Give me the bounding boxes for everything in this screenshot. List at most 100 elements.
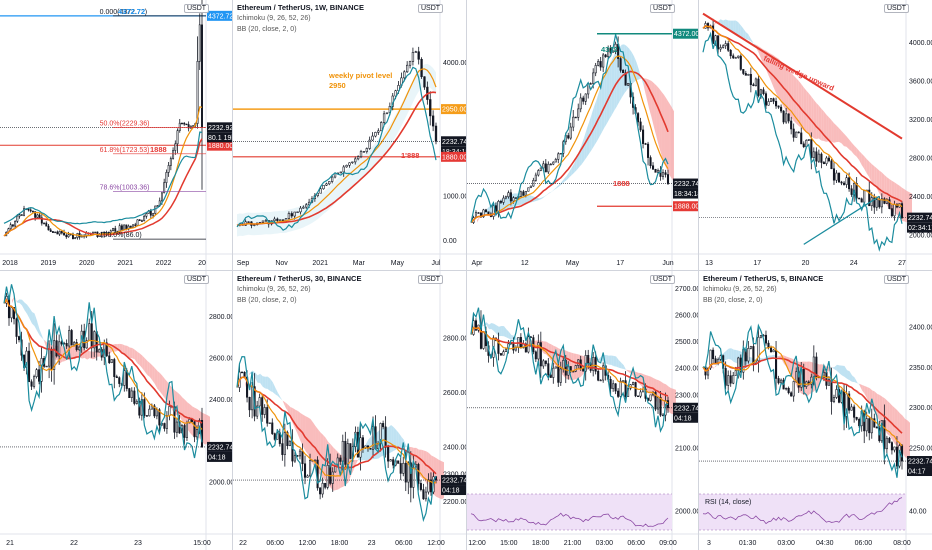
- candle-body: [411, 52, 415, 62]
- candle-body: [873, 197, 876, 208]
- ichimoku-cloud-segment: [297, 410, 301, 441]
- indicator-ichimoku-label[interactable]: Ichimoku (9, 26, 52, 26): [237, 15, 311, 22]
- candle-body: [772, 98, 775, 102]
- ichimoku-cloud-segment: [847, 370, 850, 381]
- ichimoku-cloud-segment: [398, 432, 402, 449]
- x-axis-tick-label: Nov: [275, 260, 288, 267]
- ichimoku-cloud-segment: [300, 413, 303, 447]
- chart-panel-4[interactable]: 4000.00 3600.00 3200.00 2800.00 2400.00 2000.…: [699, 0, 932, 270]
- candle-body: [30, 381, 33, 387]
- y-axis-tick-label: 2500.00: [675, 339, 698, 346]
- candle-body: [594, 357, 597, 372]
- ichimoku-lagging-line: [470, 307, 669, 433]
- ichimoku-cloud-segment: [626, 369, 629, 373]
- ichimoku-cloud-segment: [866, 158, 870, 178]
- currency-badge[interactable]: USDT: [418, 4, 444, 13]
- candle-body: [845, 177, 848, 185]
- chart-panel-2[interactable]: 4000.003000.002000.001000.000.00SepNov20…: [233, 0, 466, 270]
- ichimoku-cloud-segment: [44, 340, 48, 350]
- indicator-ichimoku-label[interactable]: Ichimoku (9, 26, 52, 26): [703, 286, 777, 293]
- indicator-bb-label[interactable]: BB (20, close, 2, 0): [237, 26, 297, 33]
- candle-body: [865, 418, 868, 432]
- indicator-bb-label[interactable]: BB (20, close, 2, 0): [703, 297, 763, 304]
- ichimoku-cloud-segment: [34, 313, 38, 331]
- candle-body: [138, 219, 141, 221]
- candle-body: [737, 357, 740, 371]
- candle-body: [790, 392, 793, 397]
- price-tag: [207, 441, 232, 452]
- symbol-title[interactable]: Ethereum / TetherUS, 5, BINANCE: [703, 274, 824, 283]
- y-axis-tick-label: 1000.00: [443, 194, 466, 201]
- symbol-title[interactable]: Ethereum / TetherUS, 1W, BINANCE: [237, 3, 364, 12]
- candle-body: [649, 157, 652, 167]
- candle-body: [584, 93, 587, 102]
- candle-body: [870, 418, 873, 434]
- ichimoku-cloud-segment: [887, 400, 890, 437]
- ichimoku-cloud-segment: [318, 429, 321, 476]
- chart-annotation: 1888: [613, 179, 630, 188]
- chart-panel-3[interactable]: Apr 12 May 17 Jun 4372.00 2232.74 18:34:18 1888.…: [467, 0, 698, 270]
- ichimoku-cloud-segment: [896, 183, 900, 218]
- ichimoku-cloud-segment: [823, 111, 827, 142]
- chart-panel-5[interactable]: 2800.00 2600.00 2400.00 2000.00 21 22 23 15:00 2…: [0, 271, 232, 550]
- price-tag: [207, 132, 232, 143]
- currency-badge[interactable]: USDT: [884, 275, 910, 284]
- price-tag-label: 2232.74: [442, 478, 466, 485]
- chart-annotation: 1888: [150, 145, 167, 154]
- indicator-bb-label[interactable]: BB (20, close, 2, 0): [237, 297, 297, 304]
- chart-panel-8[interactable]: 2400.00 2350.00 2300.00 2250.00 40.00 3 01:30 0…: [699, 271, 932, 550]
- price-tag-label: 02:34:17: [908, 225, 932, 232]
- x-axis-tick-label: 15:00: [500, 540, 518, 547]
- chart-header: Ethereum / TetherUS, 1W, BINANCE Ichimoku…: [237, 2, 364, 35]
- candle-body: [549, 163, 552, 166]
- x-axis-tick-label: 20: [198, 260, 206, 267]
- candle-body: [334, 466, 337, 473]
- candle-body: [47, 225, 50, 231]
- candle-body: [772, 349, 775, 353]
- candle-body: [276, 218, 279, 221]
- x-axis-tick-label: 12: [521, 260, 529, 267]
- rsi-pane-background: [467, 494, 672, 530]
- ichimoku-cloud-segment: [521, 192, 525, 205]
- trendline: [803, 195, 880, 245]
- currency-badge[interactable]: USDT: [650, 4, 676, 13]
- x-axis-tick-label: May: [566, 260, 580, 267]
- indicator-ichimoku-label[interactable]: Ichimoku (9, 26, 52, 26): [237, 286, 311, 293]
- ichimoku-cloud-segment: [355, 459, 359, 465]
- ichimoku-cloud-segment: [884, 398, 888, 435]
- ichimoku-cloud-segment: [257, 373, 261, 383]
- candle-body: [729, 375, 732, 384]
- currency-badge[interactable]: USDT: [650, 275, 676, 284]
- y-axis-tick-label: 2400.00: [443, 444, 466, 451]
- x-axis-tick-label: 06:00: [627, 540, 645, 547]
- currency-badge[interactable]: USDT: [184, 4, 210, 13]
- candle-body: [431, 115, 435, 127]
- candle-body: [557, 153, 560, 160]
- moving-average-orange: [3, 298, 203, 430]
- candle-body: [33, 376, 36, 387]
- currency-badge[interactable]: USDT: [884, 4, 910, 13]
- candle-body: [392, 459, 395, 466]
- candle-body: [264, 220, 267, 222]
- ichimoku-cloud-segment: [613, 355, 617, 367]
- candle-body: [23, 208, 25, 216]
- chart-panel-7[interactable]: 2700.00 2600.00 2500.00 2400.00 2300.00 2100.…: [467, 271, 698, 550]
- ichimoku-cloud-segment: [833, 123, 837, 143]
- currency-badge[interactable]: USDT: [184, 275, 210, 284]
- chart-panel-1[interactable]: 2018 2019 2020 2021 2022 20 4372.72 2232.92 1880…: [0, 0, 232, 270]
- currency-badge[interactable]: USDT: [418, 275, 444, 284]
- y-axis-tick-label: 2400.00: [675, 366, 698, 373]
- candle-body: [873, 418, 876, 428]
- symbol-title[interactable]: Ethereum / TetherUS, 30, BINANCE: [237, 274, 362, 283]
- candle-body: [712, 349, 715, 360]
- candle-body: [10, 307, 13, 319]
- ichimoku-cloud-segment: [864, 156, 867, 174]
- ichimoku-cloud-segment: [423, 450, 427, 484]
- candle-body: [767, 101, 770, 106]
- chart-panel-6[interactable]: 2800.002600.002400.002300.002200.002206:…: [233, 271, 466, 550]
- candle-body: [502, 197, 505, 203]
- candle-body: [589, 83, 592, 85]
- candle-body: [74, 237, 77, 239]
- candle-body: [339, 171, 342, 174]
- ichimoku-cloud-segment: [856, 147, 860, 160]
